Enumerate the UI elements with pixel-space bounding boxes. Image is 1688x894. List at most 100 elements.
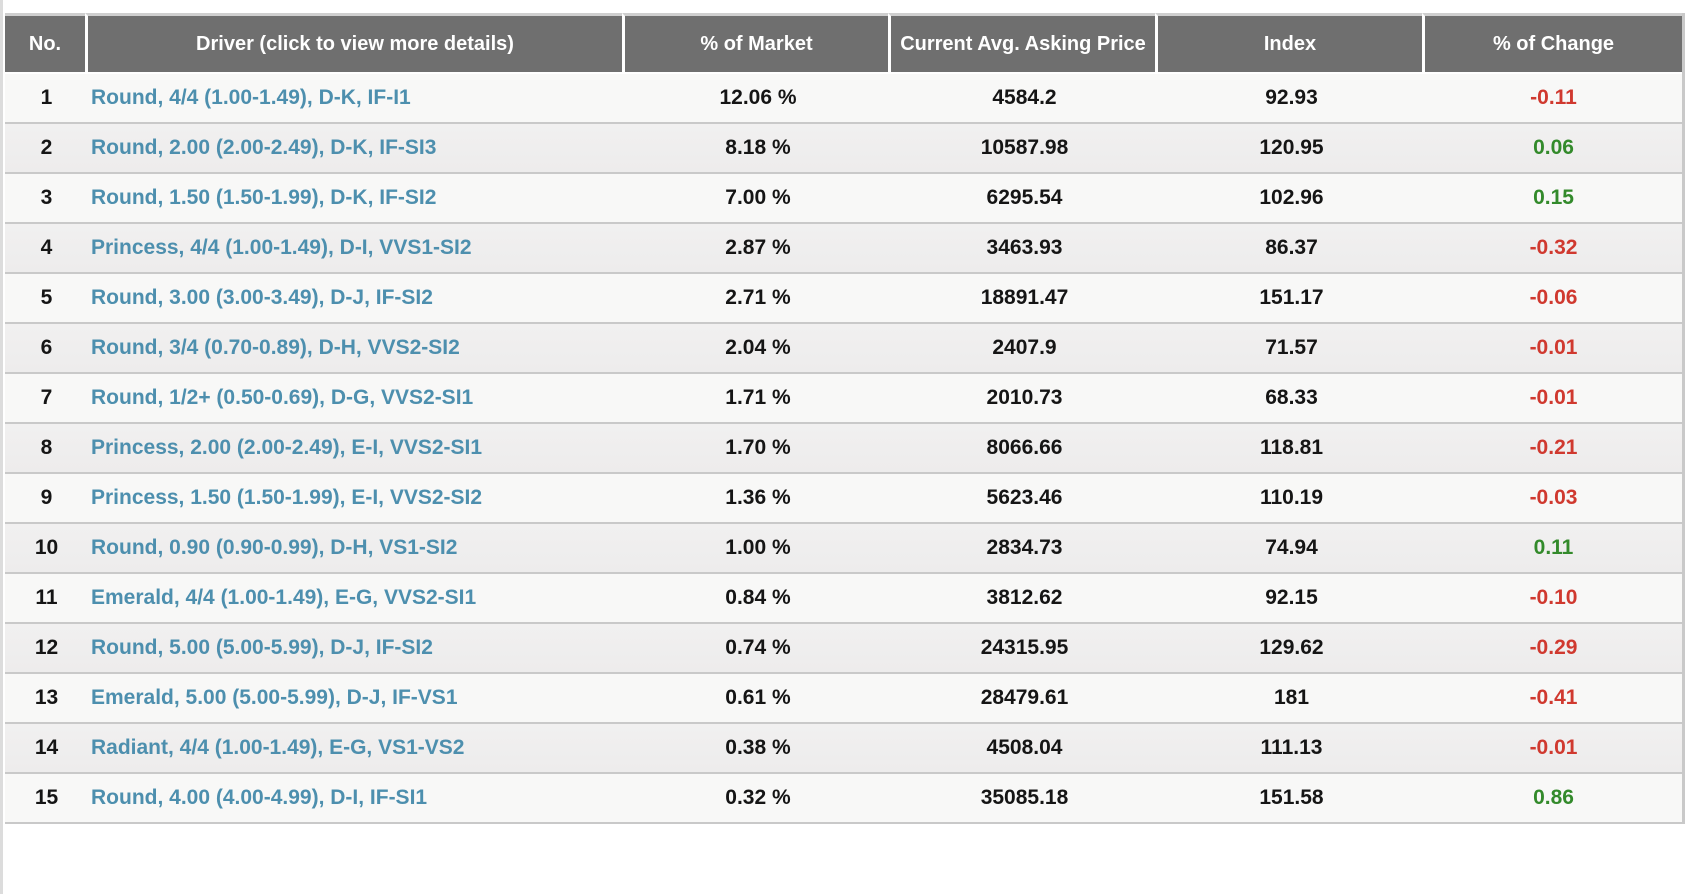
table-header-row: No. Driver (click to view more details) … [5, 13, 1682, 72]
driver-link[interactable]: Radiant, 4/4 (1.00-1.49), E-G, VS1-VS2 [91, 736, 465, 759]
driver-link[interactable]: Emerald, 4/4 (1.00-1.49), E-G, VVS2-SI1 [91, 586, 477, 609]
change-cell: 0.06 [1533, 136, 1574, 159]
index-cell: 92.93 [1265, 86, 1318, 109]
row-number-cell: 2 [40, 136, 53, 159]
change-cell: -0.11 [1530, 86, 1577, 109]
asking-price-cell: 2010.73 [986, 386, 1063, 409]
table-row: 1 Round, 4/4 (1.00-1.49), D-K, IF-I1 12.06… [5, 72, 1682, 122]
index-cell: 110.19 [1259, 486, 1324, 509]
driver-link[interactable]: Princess, 1.50 (1.50-1.99), E-I, VVS2-SI… [91, 486, 483, 509]
table-row: 12 Round, 5.00 (5.00-5.99), D-J, IF-SI2 0.… [5, 622, 1682, 672]
asking-price-cell: 3812.62 [986, 586, 1063, 609]
table-row: 2 Round, 2.00 (2.00-2.49), D-K, IF-SI3 8.1… [5, 122, 1682, 172]
market-share-cell: 12.06 % [719, 86, 797, 109]
asking-price-cell: 6295.54 [986, 186, 1063, 209]
row-number-cell: 8 [40, 436, 53, 459]
driver-link[interactable]: Princess, 4/4 (1.00-1.49), D-I, VVS1-SI2 [91, 236, 472, 259]
index-cell: 74.94 [1265, 536, 1318, 559]
index-cell: 129.62 [1259, 636, 1324, 659]
driver-link[interactable]: Round, 1/2+ (0.50-0.69), D-G, VVS2-SI1 [91, 386, 474, 409]
row-number-cell: 11 [35, 586, 58, 609]
row-number-cell: 13 [34, 686, 59, 709]
index-cell: 151.17 [1259, 286, 1324, 309]
asking-price-cell: 4508.04 [986, 736, 1063, 759]
asking-price-cell: 4584.2 [992, 86, 1057, 109]
row-number-cell: 7 [40, 386, 53, 409]
market-share-cell: 1.71 % [725, 386, 791, 409]
table-row: 14 Radiant, 4/4 (1.00-1.49), E-G, VS1-VS2… [5, 722, 1682, 772]
change-cell: -0.29 [1529, 636, 1578, 659]
driver-link[interactable]: Round, 5.00 (5.00-5.99), D-J, IF-SI2 [91, 636, 433, 659]
market-share-cell: 2.04 % [725, 336, 791, 359]
header-cell-change: % of Change [1422, 13, 1682, 72]
row-number-cell: 1 [40, 86, 53, 109]
market-share-cell: 0.32 % [725, 786, 791, 809]
market-drivers-table: No. Driver (click to view more details) … [5, 13, 1685, 824]
index-cell: 151.58 [1259, 786, 1324, 809]
index-cell: 68.33 [1265, 386, 1318, 409]
driver-link[interactable]: Round, 3/4 (0.70-0.89), D-H, VVS2-SI2 [91, 336, 460, 359]
asking-price-cell: 18891.47 [980, 286, 1069, 309]
change-cell: -0.32 [1529, 236, 1578, 259]
table-row: 9 Princess, 1.50 (1.50-1.99), E-I, VVS2-S… [5, 472, 1682, 522]
index-cell: 92.15 [1265, 586, 1318, 609]
asking-price-cell: 28479.61 [980, 686, 1069, 709]
index-cell: 120.95 [1259, 136, 1324, 159]
row-number-cell: 4 [40, 236, 53, 259]
driver-link[interactable]: Round, 0.90 (0.90-0.99), D-H, VS1-SI2 [91, 536, 458, 559]
table-row: 3 Round, 1.50 (1.50-1.99), D-K, IF-SI2 7.0… [5, 172, 1682, 222]
market-share-cell: 0.84 % [725, 586, 791, 609]
row-number-cell: 10 [34, 536, 59, 559]
index-cell: 71.57 [1265, 336, 1318, 359]
table-row: 13 Emerald, 5.00 (5.00-5.99), D-J, IF-VS1… [5, 672, 1682, 722]
row-number-cell: 5 [40, 286, 53, 309]
row-number-cell: 12 [34, 636, 59, 659]
row-number-cell: 6 [40, 336, 53, 359]
index-cell: 118.81 [1259, 436, 1324, 459]
driver-link[interactable]: Round, 4.00 (4.00-4.99), D-I, IF-SI1 [91, 786, 428, 809]
change-cell: -0.41 [1529, 686, 1578, 709]
market-share-cell: 2.71 % [725, 286, 791, 309]
table-row: 6 Round, 3/4 (0.70-0.89), D-H, VVS2-SI2 2.… [5, 322, 1682, 372]
asking-price-cell: 5623.46 [986, 486, 1063, 509]
header-cell-index: Index [1155, 13, 1422, 72]
asking-price-cell: 2834.73 [986, 536, 1063, 559]
asking-price-cell: 35085.18 [980, 786, 1069, 809]
change-cell: -0.21 [1529, 436, 1578, 459]
table-row: 8 Princess, 2.00 (2.00-2.49), E-I, VVS2-S… [5, 422, 1682, 472]
table-row: 15 Round, 4.00 (4.00-4.99), D-I, IF-SI1 0.… [5, 772, 1682, 822]
market-share-cell: 0.61 % [725, 686, 791, 709]
change-cell: -0.01 [1529, 336, 1578, 359]
asking-price-cell: 24315.95 [980, 636, 1069, 659]
asking-price-cell: 10587.98 [980, 136, 1069, 159]
market-share-cell: 0.38 % [725, 736, 791, 759]
driver-link[interactable]: Round, 3.00 (3.00-3.49), D-J, IF-SI2 [91, 286, 433, 309]
market-share-cell: 2.87 % [725, 236, 791, 259]
driver-link[interactable]: Round, 2.00 (2.00-2.49), D-K, IF-SI3 [91, 136, 437, 159]
asking-price-cell: 3463.93 [986, 236, 1063, 259]
row-number-cell: 15 [34, 786, 59, 809]
table-row: 7 Round, 1/2+ (0.50-0.69), D-G, VVS2-SI1 1… [5, 372, 1682, 422]
asking-price-cell: 8066.66 [986, 436, 1063, 459]
change-cell: 0.15 [1533, 186, 1574, 209]
change-cell: 0.11 [1533, 536, 1574, 559]
driver-link[interactable]: Round, 1.50 (1.50-1.99), D-K, IF-SI2 [91, 186, 437, 209]
table-row: 11 Emerald, 4/4 (1.00-1.49), E-G, VVS2-SI… [5, 572, 1682, 622]
index-cell: 102.96 [1259, 186, 1324, 209]
driver-link[interactable]: Round, 4/4 (1.00-1.49), D-K, IF-I1 [91, 86, 411, 109]
table-row: 10 Round, 0.90 (0.90-0.99), D-H, VS1-SI2 1… [5, 522, 1682, 572]
change-cell: 0.86 [1533, 786, 1574, 809]
header-cell-no: No. [5, 13, 85, 72]
row-number-cell: 14 [34, 736, 59, 759]
table-row: 5 Round, 3.00 (3.00-3.49), D-J, IF-SI2 2.7… [5, 272, 1682, 322]
left-edge-divider [0, 0, 3, 894]
index-cell: 181 [1273, 686, 1310, 709]
change-cell: -0.03 [1529, 486, 1578, 509]
market-share-cell: 8.18 % [725, 136, 791, 159]
row-number-cell: 9 [40, 486, 53, 509]
asking-price-cell: 2407.9 [992, 336, 1057, 359]
driver-link[interactable]: Emerald, 5.00 (5.00-5.99), D-J, IF-VS1 [91, 686, 458, 709]
market-share-cell: 1.70 % [725, 436, 791, 459]
driver-link[interactable]: Princess, 2.00 (2.00-2.49), E-I, VVS2-SI… [91, 436, 483, 459]
